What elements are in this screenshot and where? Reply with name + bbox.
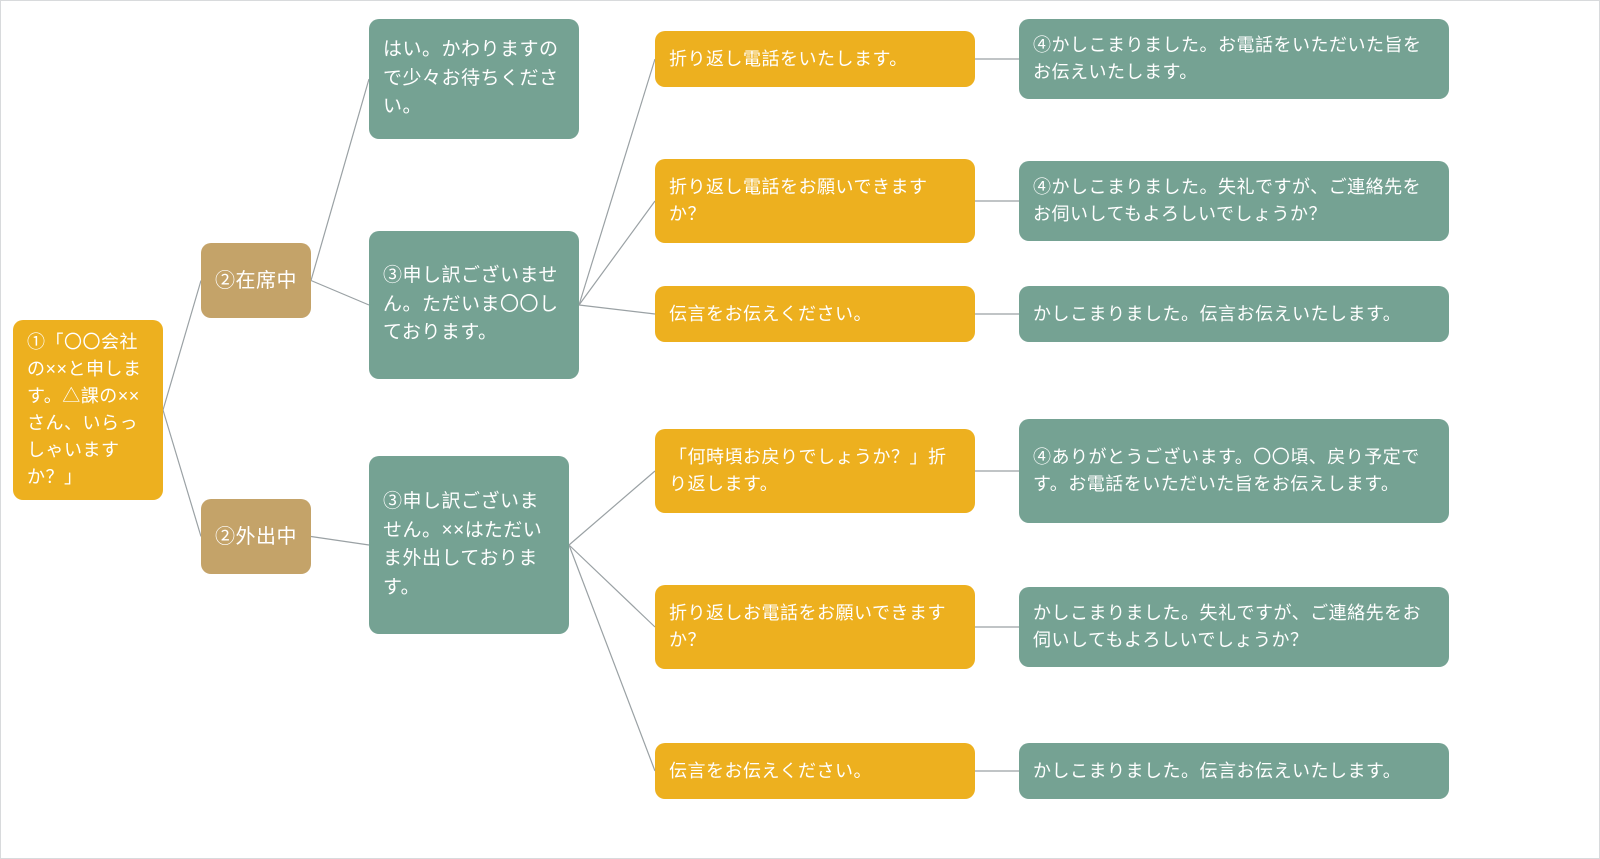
flowchart-edge	[311, 281, 369, 306]
flowchart-edge	[579, 201, 655, 305]
node-label: ④かしこまりました。お電話をいただいた旨をお伝えいたします。	[1033, 32, 1435, 86]
node-label: ①「〇〇会社の××と申します。△課の××さん、いらっしゃいますか？」	[27, 329, 149, 491]
node-label: はい。かわりますので少々お待ちください。	[383, 36, 565, 122]
node-label: ④ありがとうございます。〇〇頃、戻り予定です。お電話をいただいた旨をお伝えします…	[1033, 444, 1435, 498]
flowchart-node: はい。かわりますので少々お待ちください。	[369, 19, 579, 139]
flowchart-node: ④ありがとうございます。〇〇頃、戻り予定です。お電話をいただいた旨をお伝えします…	[1019, 419, 1449, 523]
node-label: 折り返し電話をいたします。	[669, 46, 908, 73]
flowchart-edge	[579, 59, 655, 305]
flowchart-node: かしこまりました。失礼ですが、ご連絡先をお伺いしてもよろしいでしょうか？	[1019, 587, 1449, 667]
flowchart-node: ①「〇〇会社の××と申します。△課の××さん、いらっしゃいますか？」	[13, 320, 163, 500]
node-label: ②外出中	[215, 522, 297, 552]
flowchart-edge	[579, 305, 655, 314]
node-label: ②在席中	[215, 266, 297, 296]
flowchart-edge	[311, 79, 369, 281]
flowchart-node: ④かしこまりました。失礼ですが、ご連絡先をお伺いしてもよろしいでしょうか？	[1019, 161, 1449, 241]
node-label: 折り返しお電話をお願いできますか？	[669, 600, 961, 654]
flowchart-node: ②外出中	[201, 499, 311, 574]
node-label: 伝言をお伝えください。	[669, 758, 872, 785]
flowchart-node: かしこまりました。伝言お伝えいたします。	[1019, 286, 1449, 342]
flowchart-canvas: ①「〇〇会社の××と申します。△課の××さん、いらっしゃいますか？」 ②在席中 ②外…	[0, 0, 1600, 859]
node-label: かしこまりました。失礼ですが、ご連絡先をお伺いしてもよろしいでしょうか？	[1033, 600, 1435, 654]
flowchart-edge	[311, 537, 369, 546]
flowchart-edge	[569, 545, 655, 771]
flowchart-node: ③申し訳ございません。ただいま〇〇しております。	[369, 231, 579, 379]
flowchart-node: かしこまりました。伝言お伝えいたします。	[1019, 743, 1449, 799]
node-label: ③申し訳ございません。××はただいま外出しております。	[383, 488, 555, 602]
node-label: 伝言をお伝えください。	[669, 301, 872, 328]
flowchart-node: 伝言をお伝えください。	[655, 286, 975, 342]
flowchart-edge	[163, 410, 201, 537]
flowchart-node: 折り返しお電話をお願いできますか？	[655, 585, 975, 669]
flowchart-node: 伝言をお伝えください。	[655, 743, 975, 799]
flowchart-node: ④かしこまりました。お電話をいただいた旨をお伝えいたします。	[1019, 19, 1449, 99]
node-label: かしこまりました。伝言お伝えいたします。	[1033, 758, 1401, 785]
node-label: 折り返し電話をお願いできますか？	[669, 174, 961, 228]
flowchart-edge	[163, 281, 201, 411]
node-label: ④かしこまりました。失礼ですが、ご連絡先をお伺いしてもよろしいでしょうか？	[1033, 174, 1435, 228]
flowchart-node: 折り返し電話をお願いできますか？	[655, 159, 975, 243]
flowchart-node: 折り返し電話をいたします。	[655, 31, 975, 87]
node-label: ③申し訳ございません。ただいま〇〇しております。	[383, 262, 565, 348]
flowchart-edge	[569, 545, 655, 627]
flowchart-edge	[569, 471, 655, 545]
flowchart-node: ③申し訳ございません。××はただいま外出しております。	[369, 456, 569, 634]
node-label: かしこまりました。伝言お伝えいたします。	[1033, 301, 1401, 328]
flowchart-node: ②在席中	[201, 243, 311, 318]
flowchart-node: 「何時頃お戻りでしょうか？」折り返します。	[655, 429, 975, 513]
node-label: 「何時頃お戻りでしょうか？」折り返します。	[669, 444, 961, 498]
